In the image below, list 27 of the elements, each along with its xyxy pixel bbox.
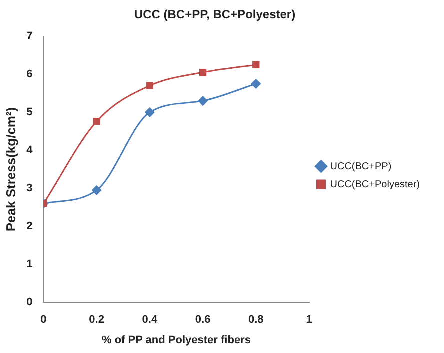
x-tick-label: 1	[306, 314, 312, 326]
x-tick-label: 0.2	[89, 314, 104, 326]
point	[252, 61, 260, 68]
x-axis-title: % of PP and Polyester fibers	[102, 334, 251, 346]
y-tick-label: 5	[26, 106, 33, 118]
y-tick-label: 0	[26, 296, 33, 309]
x-tick-label: 0	[40, 314, 47, 326]
y-tick-label: 6	[26, 68, 33, 80]
y-axis-title: Peak Stress(kg/cm²)	[3, 107, 18, 232]
point	[199, 68, 207, 76]
point	[146, 82, 154, 90]
y-tick-label: 7	[26, 30, 33, 42]
point	[251, 79, 261, 89]
point	[198, 96, 208, 106]
y-tick-label: 3	[26, 182, 33, 195]
y-tick-label: 1	[26, 258, 33, 271]
point	[93, 118, 100, 126]
y-tick-label: 2	[26, 220, 33, 233]
legend-label: UCC(BC+Polyester)	[330, 179, 420, 190]
y-tick-label: 4	[26, 144, 34, 157]
legend-label: UCC(BC+PP)	[330, 161, 392, 172]
x-tick-label: 0.6	[195, 314, 211, 326]
chart-title: UCC (BC+PP, BC+Polyester)	[134, 8, 296, 22]
point	[92, 186, 102, 196]
x-tick-label: 0.4	[142, 314, 158, 326]
x-tick-label: 0.8	[248, 314, 264, 326]
point	[145, 108, 155, 118]
